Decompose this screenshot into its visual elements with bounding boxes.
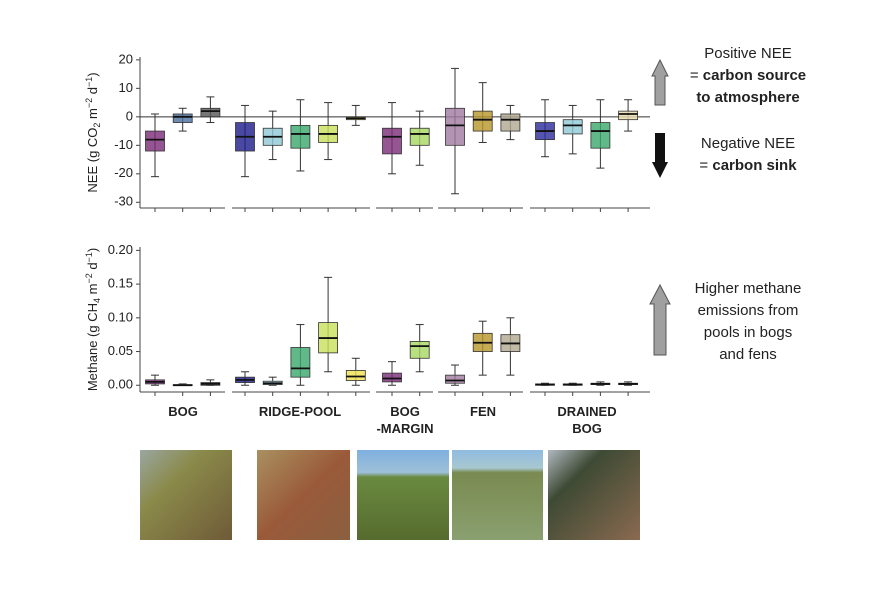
y-tick-label: 0.20 [108,242,133,257]
photos [140,450,640,540]
box [145,130,165,152]
y-axis-label-part: −2 [84,273,94,283]
y-axis-label-part: Methane (g CH [85,303,100,391]
y-axis-label-part: −1 [84,252,94,262]
y-axis-label-part: −1 [84,77,94,87]
box [172,113,193,123]
box [445,107,465,146]
group-label: BOG [168,404,198,419]
arrow-down [652,133,668,178]
photo [357,450,449,540]
y-tick-label: 10 [119,80,133,95]
group-label: DRAINED [557,404,616,419]
box [500,113,521,132]
photo [257,450,350,540]
y-tick-label: 0.10 [108,309,133,324]
box [290,124,311,149]
y-tick-label: 0.15 [108,276,133,291]
y-axis-label-part: m [85,108,100,122]
y-axis-label-part: ) [85,72,100,76]
annotation-line: = carbon source [690,67,806,84]
y-axis-label-part: −2 [84,98,94,108]
panel: 0.20 0.15 0.10 0.05 0.00 Methane (g CH4 m−2 d… [84,242,650,396]
y-axis-label-part: 4 [92,298,102,303]
y-tick-label: 0 [126,108,133,123]
annotation-line: pools in bogs [704,324,792,341]
photo [452,450,543,540]
y-tick-label: -10 [114,137,133,152]
y-tick-label: 0.05 [108,343,133,358]
group-label: BOG [572,421,602,436]
y-tick-label: 20 [119,51,133,66]
box [472,110,493,132]
group-label: RIDGE-POOL [259,404,341,419]
y-axis-label-part: ) [85,248,100,252]
group-label: BOG [390,404,420,419]
y-axis-label-part: d [85,87,100,98]
y-tick-label: -20 [114,165,133,180]
y-tick-label: -30 [114,194,133,209]
arrow-up [649,283,671,356]
y-tick-label: 0.00 [108,377,133,392]
annotation-prefix: = [690,67,703,84]
box [562,119,583,135]
annotation-title: Positive NEE [704,45,792,62]
arrow-up [651,58,669,106]
y-axis-label-part: NEE (g CO [85,128,100,193]
y-axis-label-part: m [85,284,100,298]
box [382,372,402,383]
annotation-line: and fens [719,346,777,363]
annotation-line: to atmosphere [696,89,799,106]
photo [548,450,640,540]
y-axis-label: Methane (g CH4 m−2 d−1) [84,248,102,391]
box [618,110,638,121]
panel: 20 10 0 -10 -20 -30 NEE (g CO2 m−2 d−1) [84,51,650,212]
annotation-bold: to atmosphere [696,89,799,106]
group-label: FEN [470,404,496,419]
y-axis-label-part: d [85,262,100,273]
box [382,127,402,155]
group-label: -MARGIN [376,421,433,436]
annotation-prefix: = [699,157,712,174]
box [345,370,366,381]
annotation-line: = carbon sink [699,157,797,174]
annotation-line: Higher methane [695,280,802,297]
photo [140,450,232,540]
box [409,127,430,146]
annotation-bold: carbon source [703,67,806,84]
annotation-title: Negative NEE [701,135,795,152]
box [409,341,430,359]
y-axis-label-part: 2 [92,123,102,128]
annotation-bold: carbon sink [712,157,797,174]
annotation-line: emissions from [698,302,799,319]
box [590,122,611,149]
box [200,107,221,118]
y-axis-label: NEE (g CO2 m−2 d−1) [84,72,102,192]
box [445,374,465,384]
box [290,347,311,378]
